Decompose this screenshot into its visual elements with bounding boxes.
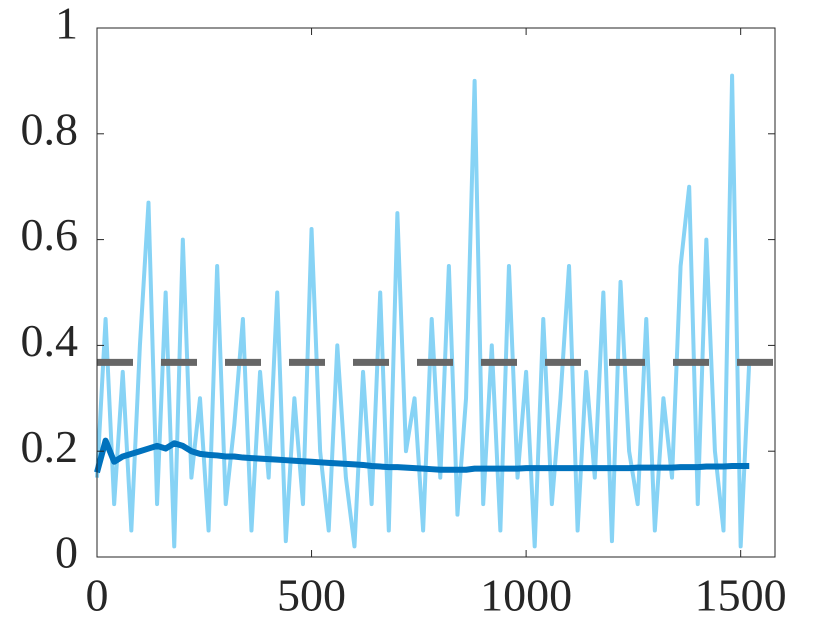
data-line [94,437,750,474]
data-line [95,73,752,549]
x-tick-label: 1500 [695,570,787,621]
y-tick-label: 0.6 [21,209,79,260]
x-tick-label: 1000 [480,570,572,621]
x-tick-label: 0 [86,570,109,621]
axes-frame [96,27,776,558]
y-tick-label: 0 [55,527,78,578]
y-tick-label: 1 [55,0,78,49]
y-tick-label: 0.2 [21,421,79,472]
x-tick-label: 500 [277,570,346,621]
y-tick-label: 0.8 [21,103,79,154]
y-tick-label: 0.4 [21,315,79,366]
